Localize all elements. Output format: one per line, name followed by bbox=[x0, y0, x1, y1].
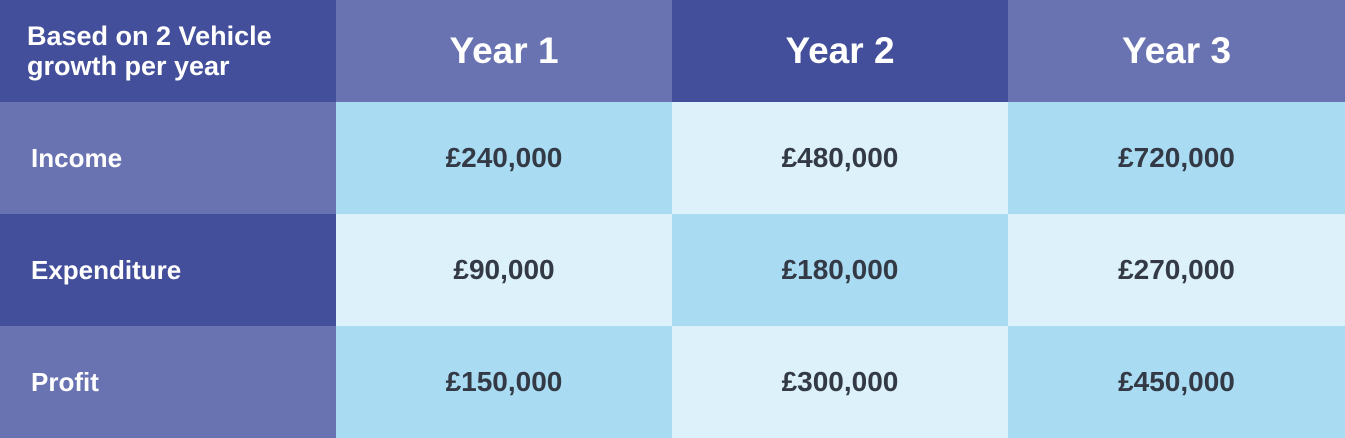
header-cell: Year 2 bbox=[672, 0, 1008, 102]
header-cell: Year 3 bbox=[1008, 0, 1345, 102]
table-cell: £300,000 bbox=[672, 326, 1008, 438]
row-label: Expenditure bbox=[0, 214, 336, 326]
table-cell: £90,000 bbox=[336, 214, 672, 326]
table-cell: £480,000 bbox=[672, 102, 1008, 214]
table-cell: £720,000 bbox=[1008, 102, 1345, 214]
header-cell: Year 1 bbox=[336, 0, 672, 102]
row-label: Income bbox=[0, 102, 336, 214]
table-cell: £180,000 bbox=[672, 214, 1008, 326]
header-cell: Based on 2 Vehicle growth per year bbox=[0, 0, 336, 102]
table-cell: £450,000 bbox=[1008, 326, 1345, 438]
table-cell: £240,000 bbox=[336, 102, 672, 214]
table-cell: £150,000 bbox=[336, 326, 672, 438]
table-cell: £270,000 bbox=[1008, 214, 1345, 326]
row-label: Profit bbox=[0, 326, 336, 438]
